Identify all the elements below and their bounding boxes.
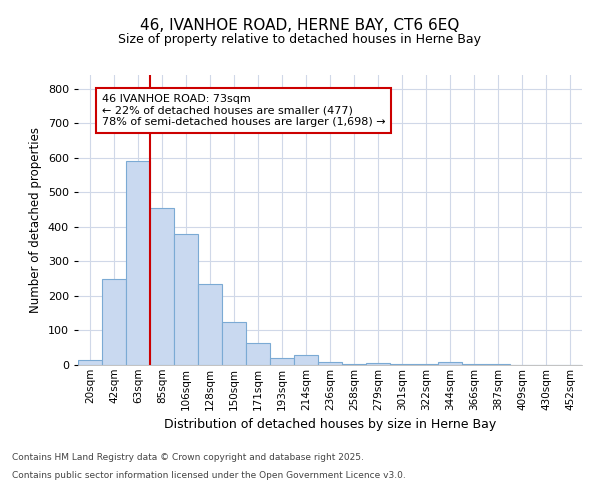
Bar (294, 354, 318, 365)
Text: Size of property relative to detached houses in Herne Bay: Size of property relative to detached ho… (119, 32, 482, 46)
Bar (174, 234, 198, 365)
Bar (342, 364, 366, 365)
Bar (366, 364, 390, 365)
Bar (318, 362, 342, 365)
Bar (486, 364, 510, 365)
Bar (270, 358, 294, 365)
Text: Contains HM Land Registry data © Crown copyright and database right 2025.: Contains HM Land Registry data © Crown c… (12, 454, 364, 462)
Bar (150, 208, 174, 365)
Text: 46 IVANHOE ROAD: 73sqm
← 22% of detached houses are smaller (477)
78% of semi-de: 46 IVANHOE ROAD: 73sqm ← 22% of detached… (102, 94, 386, 127)
Bar (462, 364, 486, 365)
Bar (414, 364, 438, 365)
Y-axis label: Number of detached properties: Number of detached properties (29, 127, 42, 313)
Bar (78, 360, 102, 365)
Bar (102, 278, 126, 365)
Bar (222, 322, 246, 365)
Bar (246, 342, 270, 365)
Bar (438, 362, 462, 365)
X-axis label: Distribution of detached houses by size in Herne Bay: Distribution of detached houses by size … (164, 418, 496, 431)
Bar (126, 162, 150, 365)
Text: 46, IVANHOE ROAD, HERNE BAY, CT6 6EQ: 46, IVANHOE ROAD, HERNE BAY, CT6 6EQ (140, 18, 460, 32)
Text: Contains public sector information licensed under the Open Government Licence v3: Contains public sector information licen… (12, 471, 406, 480)
Bar (390, 364, 414, 365)
Bar (198, 284, 222, 365)
